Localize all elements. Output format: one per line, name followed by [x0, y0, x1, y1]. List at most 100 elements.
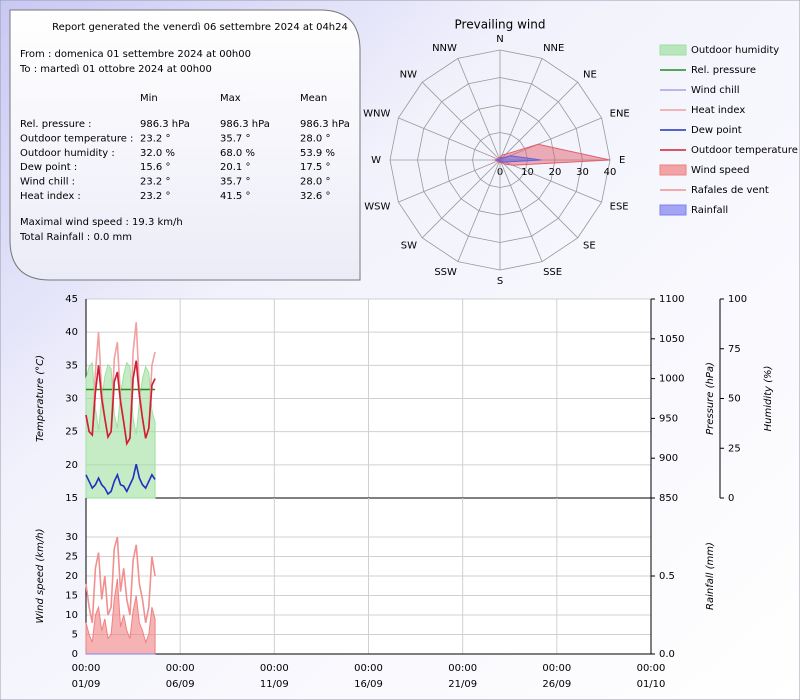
report-value: 17.5 °: [300, 162, 330, 173]
x-tick-time: 00:00: [166, 663, 195, 674]
report-value: 986.3 hPa: [300, 119, 350, 130]
x-tick-date: 01/09: [72, 679, 101, 690]
report-label: Dew point :: [20, 162, 77, 173]
y-tick-label: 0.0: [659, 649, 675, 660]
legend-label: Outdoor humidity: [691, 45, 779, 56]
report-value: 28.0 °: [300, 133, 330, 144]
x-tick-date: 01/10: [637, 679, 666, 690]
y-axis-title: Rainfall (mm): [705, 542, 716, 610]
rose-direction: S: [497, 276, 503, 287]
report-header: Mean: [300, 93, 327, 104]
report-value: 986.3 hPa: [220, 119, 270, 130]
y-tick-label: 30: [65, 394, 78, 405]
line: [85, 360, 156, 446]
y-tick-label: 10: [65, 610, 78, 621]
report-box: [9, 9, 361, 281]
area: [85, 578, 156, 655]
x-tick-date: 11/09: [260, 679, 289, 690]
x-tick-date: 06/09: [166, 679, 195, 690]
rose-direction: ESE: [610, 201, 629, 212]
y-tick-label: 0: [728, 493, 734, 504]
report-label: Heat index :: [20, 191, 81, 202]
y-tick-label: 5: [72, 630, 78, 641]
y-tick-label: 25: [728, 443, 741, 454]
report-value: 68.0 %: [220, 148, 255, 159]
legend-swatch: [659, 44, 687, 56]
rose-r-label: 20: [549, 167, 562, 178]
y-axis-title: Humidity (%): [763, 366, 774, 432]
rose-title: Prevailing wind: [455, 18, 546, 32]
y-tick-label: 850: [659, 493, 678, 504]
legend-label: Wind chill: [691, 85, 739, 96]
rose-direction: N: [496, 34, 503, 45]
legend-label: Wind speed: [691, 165, 750, 176]
report-value: 53.9 %: [300, 148, 335, 159]
y-tick-label: 75: [728, 344, 741, 355]
x-tick-time: 00:00: [72, 663, 101, 674]
rose-spoke: [398, 159, 501, 203]
rose-spoke: [457, 58, 501, 161]
report-total-rain: Total Rainfall : 0.0 mm: [19, 232, 132, 243]
legend-label: Rainfall: [691, 205, 728, 216]
rose-spoke: [499, 58, 543, 161]
report-value: 15.6 °: [140, 162, 170, 173]
rose-r-label: 10: [521, 167, 534, 178]
legend-label: Outdoor temperature: [691, 145, 798, 156]
report-value: 35.7 °: [220, 133, 250, 144]
report-value: 35.7 °: [220, 177, 250, 188]
report-from: From : domenica 01 settembre 2024 at 00h…: [20, 49, 251, 60]
x-tick-date: 26/09: [542, 679, 571, 690]
y-tick-label: 0: [72, 649, 78, 660]
y-tick-label: 950: [659, 413, 678, 424]
report-label: Outdoor temperature :: [20, 133, 133, 144]
report-value: 32.6 °: [300, 191, 330, 202]
rose-direction: SSW: [434, 267, 457, 278]
y-tick-label: 25: [65, 427, 78, 438]
y-axis-title: Temperature (°C): [35, 355, 46, 442]
report-value: 986.3 hPa: [140, 119, 190, 130]
x-tick-time: 00:00: [637, 663, 666, 674]
report-to: To : martedì 01 ottobre 2024 at 00h00: [19, 63, 212, 75]
y-axis-title: Wind speed (km/h): [35, 529, 46, 624]
legend-label: Rafales de vent: [691, 185, 769, 196]
y-tick-label: 25: [65, 552, 78, 563]
x-tick-date: 16/09: [354, 679, 383, 690]
rose-direction: WSW: [364, 201, 390, 212]
rose-spoke: [457, 159, 501, 262]
y-tick-label: 1100: [659, 294, 684, 305]
report-value: 41.5 °: [220, 191, 250, 202]
y-tick-label: 20: [65, 571, 78, 582]
rose-direction: NE: [583, 69, 597, 80]
y-tick-label: 100: [728, 294, 747, 305]
legend-label: Dew point: [691, 125, 742, 136]
legend-label: Heat index: [691, 105, 745, 116]
report-value: 20.1 °: [220, 162, 250, 173]
y-tick-label: 15: [65, 591, 78, 602]
rose-r-label: 40: [604, 167, 617, 178]
y-tick-label: 30: [65, 532, 78, 543]
legend-label: Rel. pressure: [691, 65, 756, 76]
y-tick-label: 20: [65, 460, 78, 471]
rose-spoke: [398, 117, 501, 161]
rose-direction: ENE: [610, 109, 630, 120]
rose-direction: W: [371, 155, 381, 166]
y-tick-label: 50: [728, 394, 741, 405]
report-label: Outdoor humidity :: [20, 148, 115, 159]
line: [85, 536, 156, 623]
rose-direction: NW: [400, 69, 417, 80]
rose-spoke: [421, 159, 501, 239]
legend-swatch: [659, 204, 687, 216]
x-tick-time: 00:00: [260, 663, 289, 674]
x-tick-time: 00:00: [354, 663, 383, 674]
rose-direction: SSE: [543, 267, 562, 278]
legend-swatch: [659, 164, 687, 176]
report-value: 32.0 %: [140, 148, 175, 159]
area: [85, 361, 156, 499]
report-value: 23.2 °: [140, 177, 170, 188]
y-tick-label: 15: [65, 493, 78, 504]
rose-direction: NNE: [543, 43, 564, 54]
rose-spoke: [421, 81, 501, 161]
line: [85, 463, 156, 496]
x-tick-date: 21/09: [448, 679, 477, 690]
